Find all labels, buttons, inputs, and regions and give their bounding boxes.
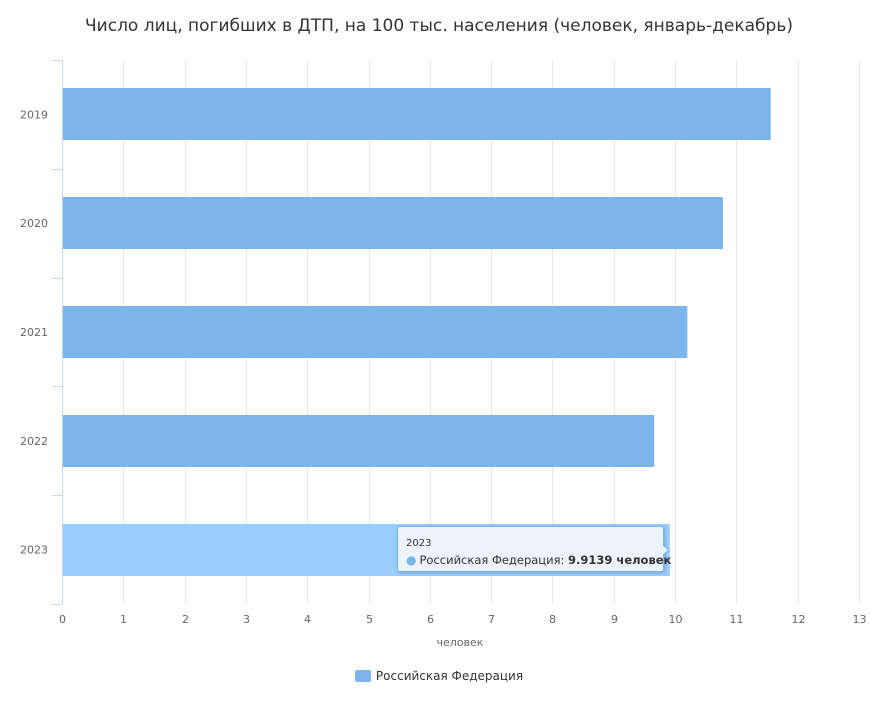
x-tick-label: 6 (427, 613, 434, 626)
chart-title: Число лиц, погибших в ДТП, на 100 тыс. н… (85, 16, 793, 36)
y-category-label: 2022 (20, 435, 48, 448)
bars (63, 88, 771, 576)
x-tick-label: 8 (549, 613, 556, 626)
bar-2022[interactable] (63, 415, 655, 467)
bar-2019[interactable] (63, 88, 771, 140)
x-tick-label: 1 (120, 613, 127, 626)
x-tick-label: 10 (669, 613, 683, 626)
x-tick-label: 7 (488, 613, 495, 626)
x-tick-label: 12 (792, 613, 806, 626)
tooltip-series-dot: ● (406, 553, 417, 567)
tooltip-series-label: Российская Федерация: (419, 553, 565, 567)
y-category-label: 2020 (20, 217, 48, 230)
x-tick-label: 11 (730, 613, 744, 626)
x-tick-label: 3 (243, 613, 250, 626)
x-axis-title: человек (437, 636, 484, 649)
tooltip: 2023 ● Российская Федерация: 9.9139 челов… (397, 526, 671, 572)
legend-swatch (354, 670, 371, 682)
x-tick-label: 2 (182, 613, 189, 626)
legend-label: Российская Федерация (375, 669, 524, 683)
x-tick-label: 9 (611, 613, 618, 626)
y-category-label: 2021 (20, 326, 48, 339)
x-tick-label: 0 (59, 613, 66, 626)
tooltip-category: 2023 (406, 538, 432, 549)
legend: Российская Федерация (0, 669, 878, 685)
bar-2021[interactable] (63, 306, 688, 358)
x-tick-label: 13 (853, 613, 867, 626)
x-tick-label: 4 (304, 613, 311, 626)
bar-2020[interactable] (63, 197, 723, 249)
tooltip-value: 9.9139 человек (568, 553, 672, 567)
y-category-label: 2019 (20, 108, 48, 121)
y-category-label: 2023 (20, 544, 48, 557)
x-tick-label: 5 (366, 613, 373, 626)
legend-item-russian-federation[interactable]: Российская Федерация (354, 669, 524, 683)
